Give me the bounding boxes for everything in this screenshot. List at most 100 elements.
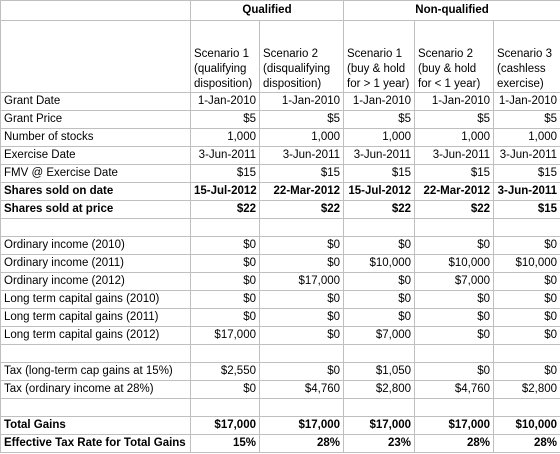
- value-cell: $0: [258, 236, 345, 255]
- value-cell: $15: [190, 164, 260, 183]
- value-cell: $10,000: [343, 254, 416, 273]
- value-cell: 3-Jun-2011: [414, 146, 495, 165]
- data-row: Long term capital gains (2011) $0 $0 $0 $0 $0: [0, 308, 560, 327]
- data-row: Tax (ordinary income at 28%) $0 $4,760 $2,8…: [0, 380, 560, 399]
- scenario-line: Scenario 2: [418, 48, 473, 60]
- value-cell: $15: [258, 164, 345, 183]
- data-row: Long term capital gains (2012) $17,000 $0 $…: [0, 326, 560, 345]
- row-label: Ordinary income (2011): [0, 254, 191, 273]
- value-cell: $22: [343, 200, 416, 219]
- scenario-header: Scenario 3 (cashless exercise): [493, 20, 560, 93]
- scenario-line: for > 1 year): [347, 78, 410, 90]
- data-row: Shares sold on date 15-Jul-2012 22-Mar-201…: [0, 182, 560, 201]
- scenario-line: Scenario 2: [263, 48, 318, 60]
- value-cell: $10,000: [493, 254, 560, 273]
- value-cell: $17,000: [258, 272, 345, 291]
- row-label: Grant Price: [0, 110, 191, 129]
- value-cell: $0: [343, 272, 416, 291]
- scenario-header: Scenario 1 (buy & hold for > 1 year): [343, 20, 416, 93]
- cell: [343, 218, 416, 237]
- data-row: Exercise Date 3-Jun-2011 3-Jun-2011 3-Jun-2…: [0, 146, 560, 165]
- data-row: Total Gains $17,000 $17,000 $17,000 $17,000 $…: [0, 416, 560, 435]
- data-row: Ordinary income (2011) $0 $0 $10,000 $10,000…: [0, 254, 560, 273]
- value-cell: $1,050: [343, 362, 416, 381]
- group-header: Non-qualified: [343, 0, 560, 21]
- value-cell: $0: [493, 362, 560, 381]
- data-row: Ordinary income (2012) $0 $17,000 $0 $7,000 $…: [0, 272, 560, 291]
- cell: [493, 218, 560, 237]
- cell: [0, 218, 191, 237]
- cell: [258, 218, 345, 237]
- scenario-line: disposition): [263, 78, 322, 90]
- value-cell: $17,000: [343, 416, 416, 435]
- cell: [414, 218, 495, 237]
- value-cell: 28%: [414, 434, 495, 453]
- row-label: Tax (long-term cap gains at 15%): [0, 362, 191, 381]
- value-cell: $5: [258, 110, 345, 129]
- row-label: Grant Date: [0, 92, 191, 111]
- value-cell: $17,000: [190, 326, 260, 345]
- scenario-line: Scenario 1: [194, 48, 249, 60]
- cell: [0, 344, 191, 363]
- value-cell: $0: [190, 380, 260, 399]
- value-cell: 15-Jul-2012: [190, 182, 260, 201]
- scenario-line: (buy & hold: [347, 63, 406, 75]
- cell: [414, 344, 495, 363]
- value-cell: $10,000: [493, 416, 560, 435]
- scenario-header: Scenario 1 (qualifying disposition): [190, 20, 260, 93]
- row-label: Ordinary income (2010): [0, 236, 191, 255]
- value-cell: $2,550: [190, 362, 260, 381]
- row-label: FMV @ Exercise Date: [0, 164, 191, 183]
- cell: [190, 398, 260, 417]
- scenario-line: disposition): [194, 78, 253, 90]
- data-row: Number of stocks 1,000 1,000 1,000 1,000 1,00…: [0, 128, 560, 147]
- data-row: Shares sold at price $22 $22 $22 $22 $15: [0, 200, 560, 219]
- value-cell: $15: [414, 164, 495, 183]
- value-cell: $0: [414, 236, 495, 255]
- value-cell: $0: [190, 254, 260, 273]
- value-cell: $0: [190, 308, 260, 327]
- value-cell: $15: [493, 200, 560, 219]
- value-cell: $22: [258, 200, 345, 219]
- value-cell: $17,000: [414, 416, 495, 435]
- value-cell: $5: [190, 110, 260, 129]
- row-label: Effective Tax Rate for Total Gains: [0, 434, 191, 453]
- value-cell: 3-Jun-2011: [493, 182, 560, 201]
- value-cell: $0: [190, 236, 260, 255]
- value-cell: $0: [258, 254, 345, 273]
- value-cell: $22: [190, 200, 260, 219]
- value-cell: 1,000: [493, 128, 560, 147]
- group-header: Qualified: [189, 0, 345, 21]
- row-label: Ordinary income (2012): [0, 272, 191, 291]
- data-row: Long term capital gains (2010) $0 $0 $0 $0 $0: [0, 290, 560, 309]
- cell: [493, 398, 560, 417]
- row-label: Long term capital gains (2012): [0, 326, 191, 345]
- value-cell: $0: [258, 308, 345, 327]
- value-cell: $5: [493, 110, 560, 129]
- value-cell: $0: [414, 362, 495, 381]
- scenario-line: Scenario 3: [497, 48, 552, 60]
- scenario-header: Scenario 2 (disqualifying disposition): [258, 20, 345, 93]
- cell: [0, 20, 191, 93]
- cell: [0, 0, 191, 21]
- cell: [190, 218, 260, 237]
- scenario-line: (cashless: [497, 63, 546, 75]
- value-cell: $0: [493, 308, 560, 327]
- value-cell: $17,000: [190, 416, 260, 435]
- value-cell: 1-Jan-2010: [258, 92, 345, 111]
- group-header-row: Qualified Non-qualified: [0, 0, 560, 21]
- spacer-row: [0, 398, 560, 417]
- value-cell: $0: [493, 272, 560, 291]
- value-cell: 3-Jun-2011: [258, 146, 345, 165]
- value-cell: $4,760: [258, 380, 345, 399]
- value-cell: $0: [414, 326, 495, 345]
- value-cell: $15: [343, 164, 416, 183]
- value-cell: $0: [414, 308, 495, 327]
- value-cell: 3-Jun-2011: [343, 146, 416, 165]
- value-cell: $22: [414, 200, 495, 219]
- value-cell: $0: [493, 290, 560, 309]
- value-cell: 1,000: [258, 128, 345, 147]
